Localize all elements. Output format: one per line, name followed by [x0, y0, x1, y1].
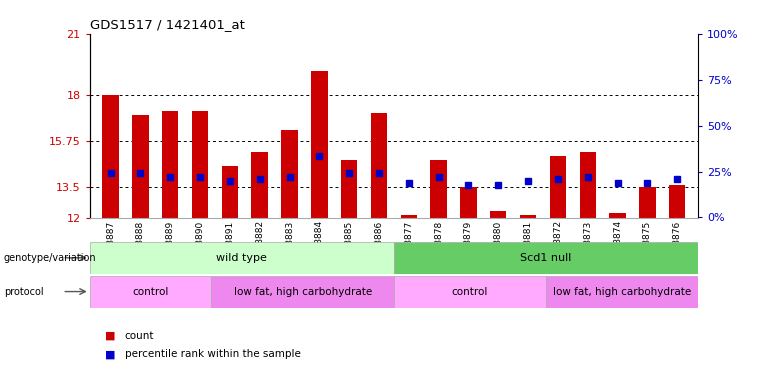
Bar	[311, 70, 328, 217]
Bar	[102, 95, 119, 218]
Bar	[132, 116, 149, 218]
Text: protocol: protocol	[4, 286, 44, 297]
Text: low fat, high carbohydrate: low fat, high carbohydrate	[553, 286, 691, 297]
Bar	[431, 160, 447, 218]
Bar	[550, 156, 566, 218]
Bar	[394, 242, 698, 274]
Bar	[192, 111, 208, 218]
Bar	[490, 211, 506, 217]
Bar	[520, 216, 537, 217]
Text: Scd1 null: Scd1 null	[520, 253, 572, 263]
Text: percentile rank within the sample: percentile rank within the sample	[125, 350, 300, 359]
Text: ■: ■	[105, 331, 115, 340]
Text: ■: ■	[105, 350, 115, 359]
Text: genotype/variation: genotype/variation	[4, 253, 97, 263]
Bar	[162, 111, 179, 218]
Text: wild type: wild type	[216, 253, 268, 263]
Text: control: control	[452, 286, 488, 297]
Text: low fat, high carbohydrate: low fat, high carbohydrate	[233, 286, 372, 297]
Bar	[370, 113, 387, 218]
Bar	[341, 160, 357, 218]
Bar	[394, 276, 546, 308]
Bar	[546, 276, 698, 308]
Bar	[639, 187, 656, 218]
Bar	[580, 152, 596, 217]
Bar	[401, 216, 417, 217]
Bar	[222, 166, 238, 218]
Text: count: count	[125, 331, 154, 340]
Bar	[669, 185, 686, 218]
Bar	[282, 130, 298, 218]
Bar	[460, 187, 477, 218]
Bar	[251, 152, 268, 217]
Text: control: control	[133, 286, 168, 297]
Bar	[609, 213, 626, 217]
Bar	[211, 276, 394, 308]
Text: GDS1517 / 1421401_at: GDS1517 / 1421401_at	[90, 18, 245, 31]
Bar	[90, 242, 394, 274]
Bar	[90, 276, 211, 308]
